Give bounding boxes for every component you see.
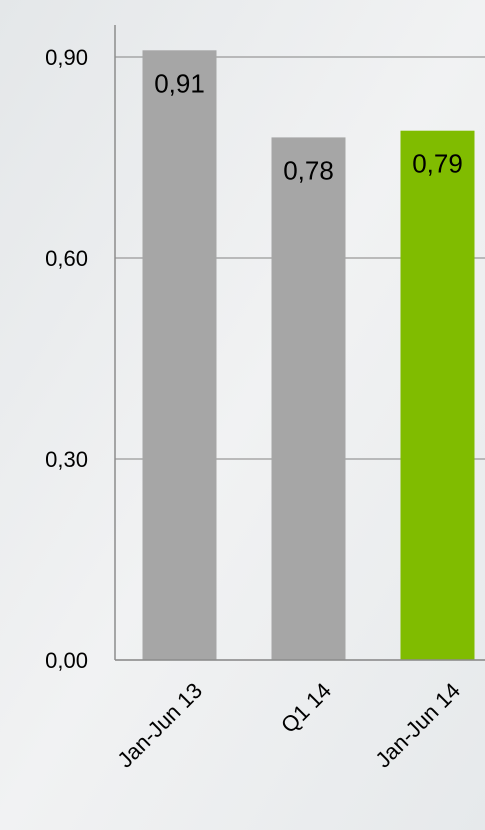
y-tick-label: 0,90 xyxy=(45,45,88,70)
bars xyxy=(142,50,475,661)
bar xyxy=(271,137,346,660)
bar xyxy=(400,130,475,660)
y-tick-label: 0,00 xyxy=(45,648,88,673)
value-label: 0,91 xyxy=(154,68,205,98)
value-label: 0,78 xyxy=(283,155,334,185)
value-label: 0,79 xyxy=(412,149,463,179)
y-tick-label: 0,60 xyxy=(45,246,88,271)
bar xyxy=(142,50,217,661)
y-tick-label: 0,30 xyxy=(45,447,88,472)
